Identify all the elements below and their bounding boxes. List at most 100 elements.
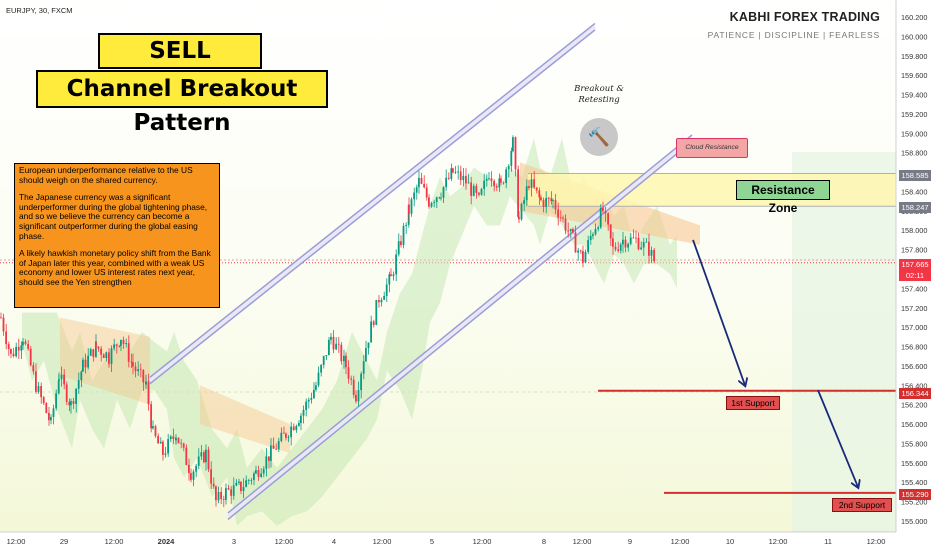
cloud-resistance-label: Cloud Resistance	[676, 138, 748, 158]
candle-body	[530, 179, 533, 189]
candle-body	[142, 369, 145, 383]
x-tick-label: 12:00	[105, 537, 124, 546]
channel-lower-line	[227, 140, 693, 520]
candle-body	[622, 239, 624, 245]
candle-body	[584, 251, 587, 263]
candle-body	[579, 250, 582, 252]
candle-body	[0, 317, 2, 319]
x-tick-label: 29	[60, 537, 68, 546]
candle-body	[362, 361, 365, 374]
candle-body	[313, 389, 315, 399]
candle-body	[154, 426, 157, 437]
note-paragraph-3: A likely hawkish monetary policy shift f…	[19, 248, 211, 287]
candle-body	[400, 241, 402, 245]
candle-body	[212, 483, 215, 487]
candle-body	[378, 300, 380, 303]
y-tick-label: 159.400	[901, 91, 927, 100]
candle-body	[180, 443, 182, 444]
candle-body	[520, 203, 523, 220]
candle-body	[425, 187, 428, 198]
candle-body	[167, 439, 169, 454]
candle-body	[287, 437, 290, 439]
candle-body	[577, 250, 579, 253]
candle-body	[574, 232, 577, 253]
candle-body	[475, 185, 478, 193]
candle-body	[352, 379, 355, 395]
candle-body	[217, 491, 220, 501]
candle-body	[290, 426, 292, 438]
price-tag-resistance-top: 158.585	[899, 170, 931, 181]
x-tick-label: 11	[824, 537, 832, 546]
candle-body	[433, 202, 435, 204]
candle-body	[547, 197, 550, 199]
candle-body	[152, 426, 154, 429]
candle-body	[428, 197, 430, 207]
candle-body	[45, 403, 48, 413]
title-pattern: Channel Breakout Pattern	[36, 70, 328, 136]
candle-body	[145, 381, 147, 385]
ichimoku-cloud-bear	[60, 317, 150, 405]
candle-body	[438, 197, 441, 199]
candle-body	[589, 235, 592, 241]
candle-body	[58, 379, 60, 381]
candle-body	[317, 372, 320, 386]
x-tick-label: 9	[628, 537, 632, 546]
candle-body	[418, 177, 420, 188]
resistance-zone	[528, 173, 896, 207]
candle-body	[238, 481, 240, 483]
candle-body	[147, 381, 150, 405]
candle-body	[35, 371, 37, 392]
candle-body	[347, 367, 350, 379]
candle-body	[42, 397, 45, 404]
y-tick-label: 157.800	[901, 246, 927, 255]
ichimoku-cloud-bull	[22, 138, 677, 526]
channel-upper-line	[149, 22, 596, 378]
channel-upper-line	[149, 29, 596, 385]
candle-body	[125, 343, 127, 345]
candle-body	[205, 449, 207, 463]
candle-body	[87, 355, 89, 368]
candle-body	[55, 393, 57, 409]
candle-body	[50, 417, 52, 421]
x-tick-label: 12:00	[373, 537, 392, 546]
candle-body	[322, 356, 325, 365]
candle-body	[84, 359, 87, 368]
candle-body	[270, 445, 272, 461]
y-tick-label: 157.200	[901, 304, 927, 313]
candle-body	[227, 488, 230, 490]
candle-body	[640, 247, 642, 250]
candle-body	[68, 401, 71, 406]
candle-body	[245, 480, 247, 487]
candle-body	[122, 339, 125, 345]
y-tick-label: 159.600	[901, 71, 927, 80]
candle-body	[95, 341, 97, 357]
y-tick-label: 156.200	[901, 401, 927, 410]
candle-body	[645, 241, 648, 243]
candle-body	[525, 186, 528, 201]
candle-body	[2, 317, 5, 332]
candle-body	[113, 344, 115, 349]
candle-body	[392, 274, 395, 277]
candle-body	[500, 178, 502, 183]
brand-name: KABHI FOREX TRADING	[729, 10, 880, 24]
x-tick-label: 12:00	[473, 537, 492, 546]
candle-body	[48, 412, 50, 421]
candle-body	[277, 441, 280, 450]
y-tick-label: 160.200	[901, 13, 927, 22]
candle-body	[280, 432, 283, 442]
candle-body	[15, 346, 17, 357]
y-tick-label: 155.600	[901, 459, 927, 468]
candle-body	[607, 213, 609, 225]
candle-body	[63, 374, 65, 385]
candle-body	[445, 177, 447, 188]
candle-body	[430, 203, 433, 207]
candle-body	[533, 179, 535, 188]
y-tick-label: 159.800	[901, 52, 927, 61]
support-2-label: 2nd Support	[832, 498, 892, 512]
candle-body	[225, 488, 227, 500]
candle-body	[405, 224, 407, 226]
candle-body	[528, 186, 530, 189]
candle-body	[17, 346, 20, 351]
candle-body	[538, 190, 541, 198]
